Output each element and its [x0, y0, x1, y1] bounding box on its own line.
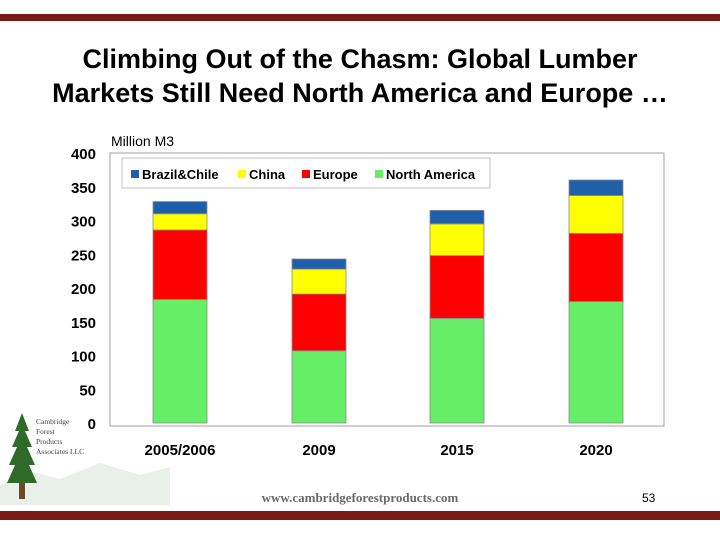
y-axis-ticks: 0 50 100 150 200 250 300 350 400: [71, 146, 96, 433]
y-tick-label: 100: [71, 349, 96, 366]
y-tick-label: 0: [88, 416, 96, 433]
mountain-silhouette-icon: [0, 463, 170, 505]
bar-china-2: [429, 223, 485, 257]
logo-line-1: Cambridge: [36, 417, 70, 426]
legend-box: [121, 157, 491, 189]
legend: Brazil&Chile China Europe North America: [121, 157, 491, 189]
bar-brazil-chile-1: [291, 258, 347, 270]
logo-line-4: Associates LLC: [36, 447, 85, 456]
website-url: www.cambridgeforestproducts.com: [261, 490, 459, 505]
legend-swatch-china: [238, 170, 246, 178]
y-tick-label: 400: [71, 146, 96, 163]
bar-europe-2: [429, 255, 485, 319]
y-tick-label: 300: [71, 214, 96, 231]
y-tick-label: 250: [71, 247, 96, 264]
bar-north-america-3: [568, 301, 624, 424]
bar-china-0: [152, 213, 208, 231]
y-tick-label: 350: [71, 180, 96, 197]
slide-title: Climbing Out of the Chasm: Global Lumber…: [0, 42, 720, 110]
bar-europe-0: [152, 229, 208, 300]
bar-china-1: [291, 268, 347, 295]
logo-line-3: Products: [36, 437, 63, 446]
page-number: 53: [642, 491, 656, 505]
legend-label-europe: Europe: [313, 167, 358, 182]
logo-line-2: Forest: [36, 427, 55, 436]
bar-europe-1: [291, 293, 347, 352]
legend-label-brazil-chile: Brazil&Chile: [142, 167, 219, 182]
top-accent-bar: [0, 14, 720, 21]
bar-brazil-chile-3: [568, 179, 624, 196]
bar-north-america-2: [429, 317, 485, 424]
title-line-2: Markets Still Need North America and Eur…: [52, 78, 668, 108]
bar-brazil-chile-0: [152, 201, 208, 215]
x-tick-label: 2005/2006: [145, 442, 216, 459]
x-axis-ticks: 2005/2006 2009 2015 2020: [145, 442, 613, 459]
bar-europe-3: [568, 232, 624, 302]
pine-tree-icon: [7, 413, 37, 483]
x-tick-label: 2020: [579, 442, 612, 459]
bar-north-america-1: [291, 350, 347, 424]
company-logo: [0, 413, 170, 505]
bar-china-3: [568, 195, 624, 234]
y-tick-label: 150: [71, 315, 96, 332]
bar-brazil-chile-2: [429, 209, 485, 225]
plot-area-border: [109, 152, 665, 427]
tree-trunk-icon: [19, 483, 25, 499]
y-axis-label: Million M3: [111, 133, 174, 149]
legend-swatch-north-america: [375, 170, 383, 178]
y-tick-label: 200: [71, 281, 96, 298]
x-tick-label: 2015: [440, 442, 473, 459]
legend-label-china: China: [249, 167, 286, 182]
legend-label-north-america: North America: [386, 167, 476, 182]
title-line-1: Climbing Out of the Chasm: Global Lumber: [82, 44, 638, 74]
bottom-accent-bar: [0, 511, 720, 520]
bars-group: [152, 179, 624, 424]
y-tick-label: 50: [79, 382, 96, 399]
legend-swatch-europe: [302, 170, 310, 178]
bar-north-america-0: [152, 299, 208, 424]
x-tick-label: 2009: [302, 442, 335, 459]
legend-swatch-brazil-chile: [131, 170, 139, 178]
logo-text: Cambridge Forest Products Associates LLC: [36, 417, 116, 457]
